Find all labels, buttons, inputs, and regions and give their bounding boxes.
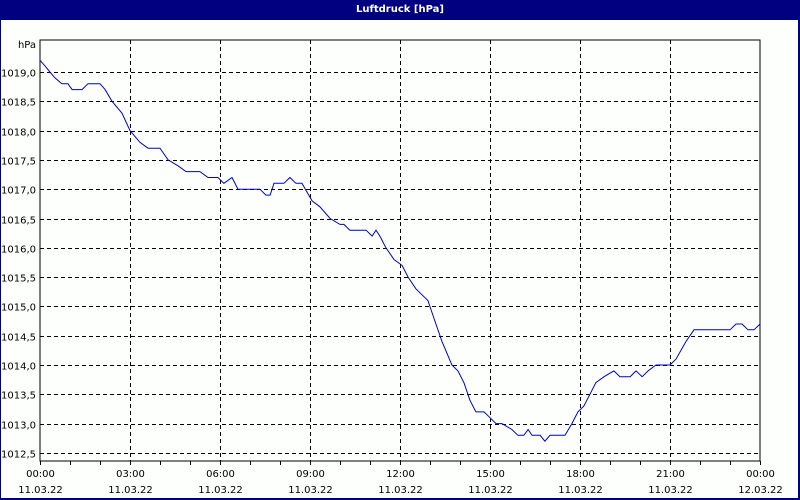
- y-tick-label: 1017,5: [1, 157, 36, 168]
- x-tick-date: 11.03.22: [18, 485, 63, 496]
- y-tick-label: 1017,0: [1, 186, 36, 197]
- y-tick-label: 1012,5: [1, 450, 36, 461]
- x-tick-date: 11.03.22: [558, 485, 603, 496]
- x-tick-date: 11.03.22: [378, 485, 423, 496]
- chart-area: 1019,0 1018,5 1018,0 1017,5 1017,0 1016,5 1016…: [1, 20, 798, 498]
- y-axis-unit: hPa: [18, 40, 36, 51]
- x-tick-time: 03:00: [116, 469, 145, 480]
- x-tick-time: 06:00: [206, 469, 235, 480]
- y-tick-label: 1013,0: [1, 421, 36, 432]
- y-tick-label: 1015,5: [1, 274, 36, 285]
- x-tick-date: 12.03.22: [738, 485, 783, 496]
- x-tick-time: 15:00: [476, 469, 505, 480]
- y-tick-label: 1018,5: [1, 98, 36, 109]
- axes: [39, 39, 761, 462]
- x-tick-time: 00:00: [746, 469, 775, 480]
- pressure-line: [39, 59, 761, 442]
- x-tick-date: 11.03.22: [468, 485, 513, 496]
- x-tick-date: 11.03.22: [648, 485, 693, 496]
- plot-frame: [39, 39, 761, 462]
- y-tick-label: 1016,0: [1, 245, 36, 256]
- pressure-line-chart: 1019,0 1018,5 1018,0 1017,5 1017,0 1016,5 1016…: [1, 39, 783, 496]
- x-axis-labels: 00:00 11.03.22 03:00 11.03.22 06:00 11.03.22 0…: [18, 469, 783, 496]
- y-tick-label: 1014,0: [1, 362, 36, 373]
- grid-lines: [40, 40, 761, 465]
- x-tick-time: 21:00: [656, 469, 685, 480]
- x-tick-date: 11.03.22: [108, 485, 153, 496]
- x-tick-time: 09:00: [296, 469, 325, 480]
- x-tick-time: 18:00: [566, 469, 595, 480]
- window-title: Luftdruck [hPa]: [0, 0, 800, 20]
- x-tick-time: 00:00: [26, 469, 55, 480]
- y-tick-label: 1018,0: [1, 128, 36, 139]
- x-tick-date: 11.03.22: [198, 485, 243, 496]
- x-tick-time: 12:00: [386, 469, 415, 480]
- x-tick-date: 11.03.22: [288, 485, 333, 496]
- y-tick-label: 1016,5: [1, 216, 36, 227]
- y-tick-label: 1014,5: [1, 333, 36, 344]
- y-tick-label: 1015,0: [1, 303, 36, 314]
- y-tick-label: 1019,0: [1, 69, 36, 80]
- y-tick-label: 1013,5: [1, 391, 36, 402]
- y-axis-labels: 1019,0 1018,5 1018,0 1017,5 1017,0 1016,5 1016…: [1, 69, 36, 461]
